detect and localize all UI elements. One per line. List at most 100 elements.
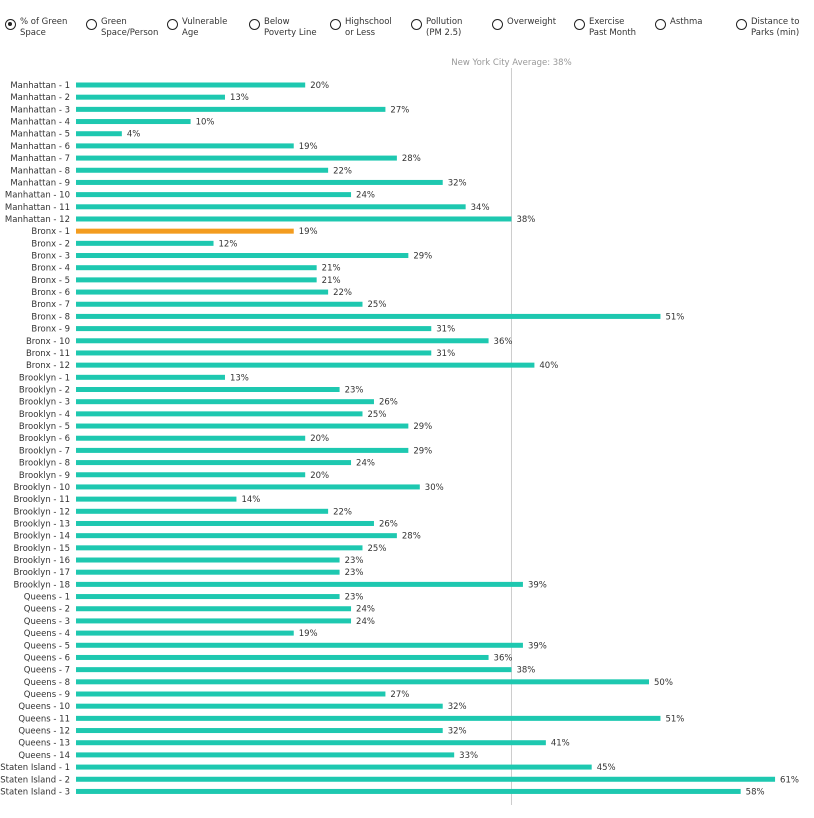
bar[interactable] [76, 630, 294, 636]
category-label: Queens - 2 [24, 605, 70, 615]
bar[interactable] [76, 106, 386, 112]
bar[interactable] [76, 460, 352, 466]
bar[interactable] [76, 788, 741, 794]
radio-button[interactable] [330, 19, 341, 30]
metric-option-7[interactable]: Exercise Past Month [574, 17, 645, 39]
bar[interactable] [76, 82, 306, 88]
radio-button[interactable] [411, 19, 422, 30]
value-label: 29% [413, 446, 432, 456]
bar[interactable] [76, 545, 363, 551]
bar[interactable] [76, 350, 432, 356]
value-label: 50% [654, 678, 673, 688]
radio-button[interactable] [492, 19, 503, 30]
bar[interactable] [76, 642, 523, 648]
value-label: 22% [333, 507, 352, 517]
metric-option-label: Highschool or Less [345, 17, 392, 38]
bar[interactable] [76, 374, 225, 380]
bar[interactable] [76, 606, 352, 612]
value-label: 27% [390, 690, 409, 700]
bar[interactable] [76, 313, 661, 319]
radio-button[interactable] [5, 19, 16, 30]
bar[interactable] [76, 520, 374, 526]
bar[interactable] [76, 740, 546, 746]
radio-button[interactable] [655, 19, 666, 30]
bar[interactable] [76, 752, 455, 758]
bar[interactable] [76, 216, 512, 222]
bar[interactable] [76, 155, 397, 161]
bar[interactable] [76, 143, 294, 149]
radio-button[interactable] [736, 19, 747, 30]
bar[interactable] [76, 301, 363, 307]
radio-button[interactable] [249, 19, 260, 30]
bar[interactable] [76, 581, 523, 587]
bar[interactable] [76, 228, 294, 234]
bar[interactable] [76, 435, 306, 441]
bar[interactable] [76, 167, 329, 173]
metric-option-label: Vulnerable Age [182, 17, 228, 38]
bar[interactable] [76, 179, 443, 185]
bar[interactable] [76, 399, 374, 405]
bar[interactable] [76, 557, 340, 563]
value-label: 25% [368, 410, 387, 420]
value-label: 26% [379, 519, 398, 529]
value-label: 36% [494, 337, 513, 347]
bar[interactable] [76, 508, 329, 514]
radio-button[interactable] [86, 19, 97, 30]
radio-button[interactable] [574, 19, 585, 30]
metric-option-6[interactable]: Overweight [492, 17, 563, 30]
bar[interactable] [76, 192, 352, 198]
metric-option-label: Distance to Parks (min) [751, 17, 800, 38]
bar[interactable] [76, 277, 317, 283]
metric-option-8[interactable]: Asthma [655, 17, 726, 30]
metric-option-5[interactable]: Pollution (PM 2.5) [411, 17, 482, 39]
bar[interactable] [76, 119, 191, 125]
bar[interactable] [76, 654, 489, 660]
metric-option-label: Asthma [670, 17, 703, 27]
bar[interactable] [76, 728, 443, 734]
metric-option-1[interactable]: Green Space/Person [86, 17, 158, 39]
bar[interactable] [76, 594, 340, 600]
bar[interactable] [76, 423, 409, 429]
value-label: 23% [345, 568, 364, 578]
bar[interactable] [76, 131, 122, 137]
radio-button[interactable] [167, 19, 178, 30]
category-label: Brooklyn - 15 [13, 544, 70, 554]
bar[interactable] [76, 667, 512, 673]
bar[interactable] [76, 691, 386, 697]
value-label: 19% [299, 629, 318, 639]
metric-option-3[interactable]: Below Poverty Line [249, 17, 320, 39]
metric-option-label: % of Green Space [20, 17, 68, 38]
value-label: 23% [345, 593, 364, 603]
bar[interactable] [76, 703, 443, 709]
bar[interactable] [76, 679, 649, 685]
metric-option-4[interactable]: Highschool or Less [330, 17, 401, 39]
bar[interactable] [76, 447, 409, 453]
metric-option-0[interactable]: % of Green Space [5, 17, 76, 39]
value-label: 23% [345, 556, 364, 566]
bar[interactable] [76, 253, 409, 259]
bar[interactable] [76, 289, 329, 295]
bar[interactable] [76, 764, 592, 770]
bar[interactable] [76, 569, 340, 575]
category-label: Brooklyn - 3 [19, 398, 70, 408]
category-label: Manhattan - 4 [10, 118, 70, 128]
bar[interactable] [76, 776, 776, 782]
metric-option-9[interactable]: Distance to Parks (min) [736, 17, 807, 39]
bar[interactable] [76, 204, 466, 210]
bar[interactable] [76, 618, 352, 624]
bar[interactable] [76, 411, 363, 417]
bar[interactable] [76, 265, 317, 271]
bar[interactable] [76, 94, 225, 100]
metric-option-2[interactable]: Vulnerable Age [167, 17, 238, 39]
bar[interactable] [76, 496, 237, 502]
bar[interactable] [76, 472, 306, 478]
bar[interactable] [76, 387, 340, 392]
bar[interactable] [76, 326, 432, 332]
bar[interactable] [76, 362, 535, 368]
bar[interactable] [76, 240, 214, 246]
bar[interactable] [76, 715, 661, 721]
bar[interactable] [76, 533, 397, 539]
bar[interactable] [76, 338, 489, 344]
bar[interactable] [76, 484, 420, 490]
value-label: 32% [448, 178, 467, 188]
